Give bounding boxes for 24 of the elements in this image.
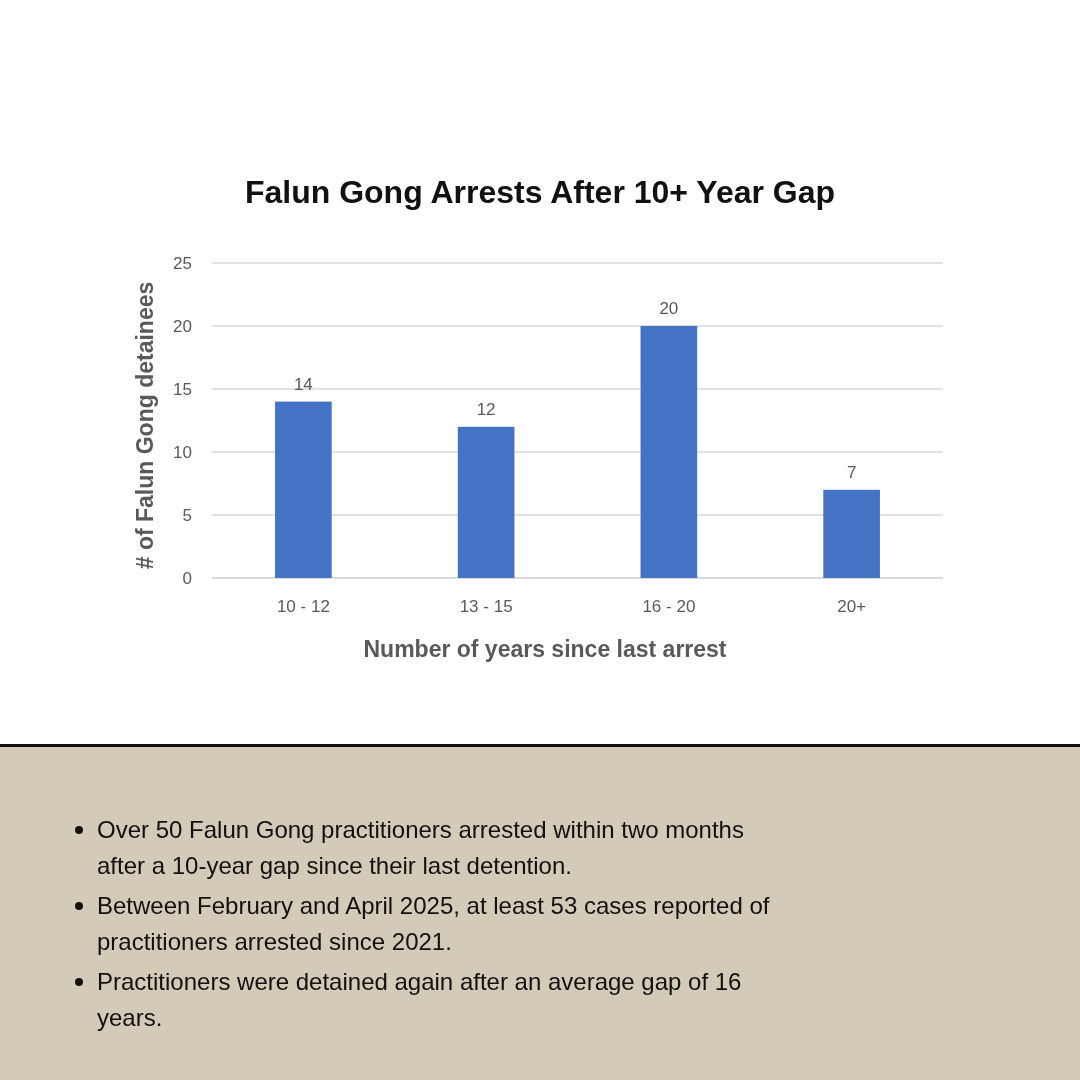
- bar: [275, 401, 332, 578]
- y-tick-label: 10: [173, 443, 192, 462]
- y-tick-label: 25: [173, 254, 192, 273]
- y-tick-label: 5: [182, 506, 192, 525]
- x-tick-label: 16 - 20: [642, 597, 696, 616]
- data-label: 20: [659, 299, 679, 318]
- data-label: 12: [476, 399, 496, 419]
- y-axis-title: # of Falun Gong detainees: [132, 281, 158, 570]
- y-tick-label: 0: [182, 569, 192, 588]
- bar: [823, 489, 880, 578]
- data-label: 14: [293, 374, 313, 394]
- chart-title: Falun Gong Arrests After 10+ Year Gap: [244, 174, 836, 210]
- data-label: 7: [846, 462, 857, 482]
- text: Over 50 Falun Gong practitioners arrested within two months after a 10-year gap since their last detention.: [97, 816, 744, 879]
- text: Practitioners were detained again after an average gap of 16 years.: [97, 968, 742, 1031]
- x-tick-label: 10 - 12: [276, 597, 330, 616]
- text: Between February and April 2025, at least 53 cases reported of practitioners arrested since 2021.: [97, 892, 770, 955]
- x-tick-label: 13 - 15: [459, 597, 513, 616]
- bar: [640, 326, 698, 578]
- x-axis-title: Number of years since last arrest: [363, 636, 727, 662]
- x-tick-label: 20+: [837, 597, 867, 616]
- bar: [457, 426, 515, 578]
- y-tick-label: 20: [173, 317, 192, 336]
- y-tick-label: 15: [173, 380, 192, 399]
